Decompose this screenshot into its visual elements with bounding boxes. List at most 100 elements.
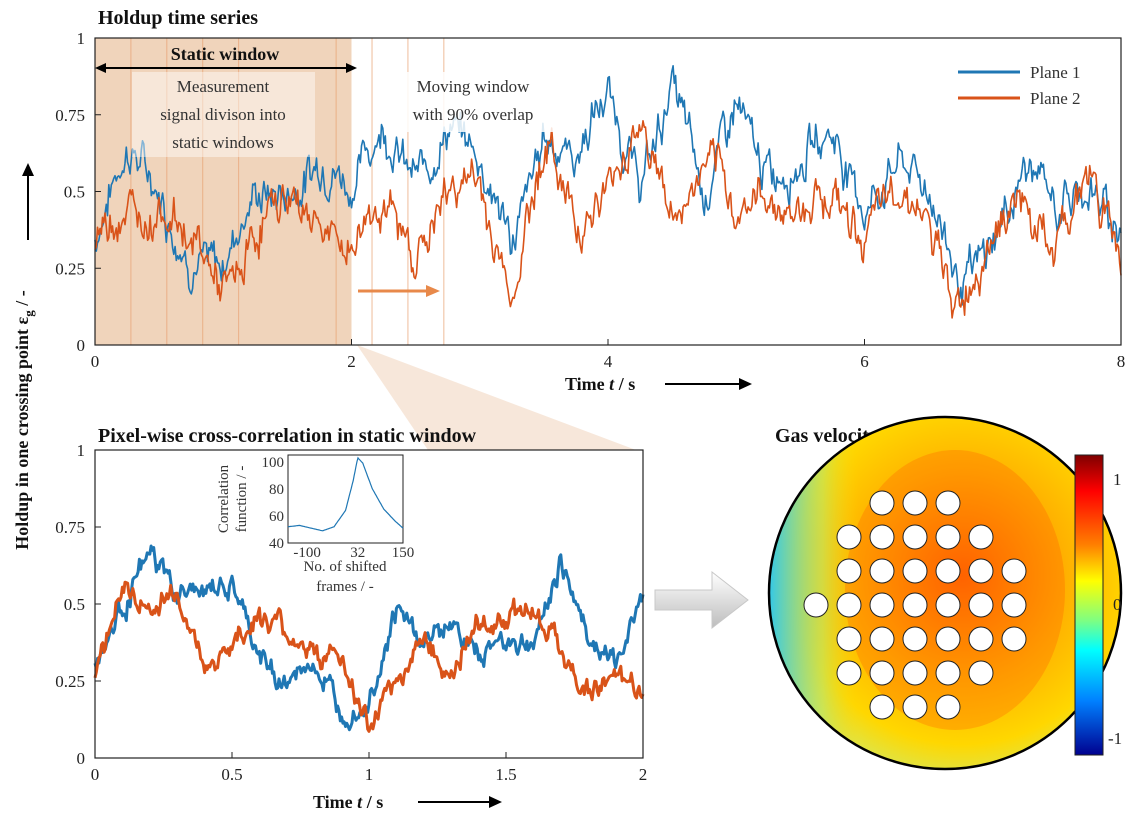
tube-holes <box>803 490 1027 720</box>
tube-hole <box>935 524 961 550</box>
inset-y-tick: 60 <box>269 509 284 525</box>
tube-hole <box>968 558 994 584</box>
y-tick-label: 0.75 <box>55 518 85 537</box>
x-tick-label: 0.5 <box>221 765 242 784</box>
legend-plane1: Plane 1 <box>1030 63 1081 82</box>
series-line-2 <box>94 120 1122 319</box>
velocity-map <box>767 415 1123 771</box>
x-tick-label: 4 <box>604 352 613 371</box>
y-tick-label: 0 <box>77 336 86 355</box>
legend-plane2: Plane 2 <box>1030 89 1081 108</box>
bottom-xlabel: Time t / s <box>313 792 383 812</box>
svg-text:Correlation: Correlation <box>216 464 232 533</box>
inset-box <box>287 454 404 544</box>
colorbar: 1 0 -1 <box>1074 454 1122 756</box>
x-tick-label: 1 <box>365 765 374 784</box>
moving-line-1: Moving window <box>417 77 531 96</box>
top-series <box>94 65 1122 319</box>
colorbar-tick-1: 1 <box>1113 470 1122 489</box>
division-line-3: static windows <box>172 133 274 152</box>
x-tick-label: 8 <box>1117 352 1126 371</box>
tube-hole <box>869 558 895 584</box>
tube-hole <box>836 524 862 550</box>
colorbar-tick-0: 0 <box>1113 595 1122 614</box>
moving-line-2: with 90% overlap <box>413 105 534 124</box>
column-wall <box>767 415 1123 771</box>
top-xlabel: Time t / s <box>565 374 635 394</box>
tube-hole <box>968 626 994 652</box>
series-line-1 <box>93 544 645 732</box>
tube-hole <box>902 626 928 652</box>
tube-hole <box>902 490 928 516</box>
tube-hole <box>968 592 994 618</box>
tube-hole <box>902 558 928 584</box>
tube-hole <box>836 626 862 652</box>
x-tick-label: 1.5 <box>495 765 516 784</box>
inset-y-tick: 80 <box>269 482 284 498</box>
y-tick-label: 0.5 <box>64 595 85 614</box>
tube-hole <box>869 660 895 686</box>
tube-hole <box>902 524 928 550</box>
svg-text:function / -: function / - <box>234 466 250 533</box>
tube-hole <box>1001 592 1027 618</box>
top-ticks: 0 2 4 6 8 0 0.25 0.5 0.75 1 <box>55 29 1125 371</box>
ylabel: Holdup in one crossing point εg / - <box>12 290 36 549</box>
static-window-region <box>95 38 352 345</box>
y-tick-label: 0 <box>77 749 86 768</box>
tube-hole <box>935 490 961 516</box>
series-line-2 <box>93 580 645 733</box>
tube-hole <box>902 660 928 686</box>
inset-chart: -100 32 150 40 60 80 100 <box>262 455 415 561</box>
tube-hole <box>836 592 862 618</box>
inset-correlation-line <box>287 456 404 532</box>
y-tick-label: 0.5 <box>64 183 85 202</box>
inset-x-tick: 32 <box>350 545 365 561</box>
division-line-1: Measurement <box>177 77 270 96</box>
tube-hole <box>902 592 928 618</box>
title-bottom-left: Pixel-wise cross-correlation in static w… <box>98 425 477 447</box>
tube-hole <box>968 524 994 550</box>
inset-xlabel-2: frames / - <box>316 579 373 595</box>
tube-hole <box>836 558 862 584</box>
title-top: Holdup time series <box>98 7 258 29</box>
y-tick-label: 0.25 <box>55 259 85 278</box>
static-window-label: Static window <box>171 44 280 64</box>
tube-hole <box>935 626 961 652</box>
bottom-left-chart: 0 0.5 1 1.5 2 0 0.25 0.5 0.75 1 Time t / s -100 32… <box>55 441 647 812</box>
inset-y-tick: 40 <box>269 536 284 552</box>
tube-hole <box>869 694 895 720</box>
bottom-left-ticks: 0 0.5 1 1.5 2 0 0.25 0.5 0.75 1 <box>55 441 647 784</box>
x-tick-label: 0 <box>91 352 100 371</box>
tube-hole <box>935 558 961 584</box>
inset-y-tick: 100 <box>262 455 285 471</box>
bottom-left-series <box>93 544 645 733</box>
inset-ylabel: Correlation function / - <box>216 464 250 533</box>
division-line-2: signal divison into <box>160 105 286 124</box>
tube-hole <box>869 592 895 618</box>
inset-x-tick: -100 <box>293 545 321 561</box>
y-tick-label: 0.75 <box>55 106 85 125</box>
tube-hole <box>935 592 961 618</box>
tube-hole <box>869 524 895 550</box>
tube-hole <box>935 660 961 686</box>
colorbar-gradient <box>1074 454 1104 756</box>
tube-hole <box>869 490 895 516</box>
y-tick-label: 0.25 <box>55 672 85 691</box>
tube-hole <box>1001 558 1027 584</box>
svg-text:Holdup in one crossing point ε: Holdup in one crossing point εg / - <box>12 290 36 549</box>
inset-x-tick: 150 <box>392 545 415 561</box>
x-tick-label: 6 <box>860 352 869 371</box>
tube-hole <box>869 626 895 652</box>
flow-arrow <box>654 570 749 630</box>
tube-hole <box>968 660 994 686</box>
top-chart: 0 2 4 6 8 0 0.25 0.5 0.75 1 Static window Measure… <box>55 29 1125 394</box>
y-tick-label: 1 <box>77 441 86 460</box>
inset-xlabel-1: No. of shifted <box>304 559 387 575</box>
moving-box <box>385 72 565 132</box>
division-box <box>132 72 315 157</box>
tube-hole <box>836 660 862 686</box>
series-line-1 <box>94 65 1122 306</box>
y-tick-label: 1 <box>77 29 86 48</box>
tube-hole <box>803 592 829 618</box>
